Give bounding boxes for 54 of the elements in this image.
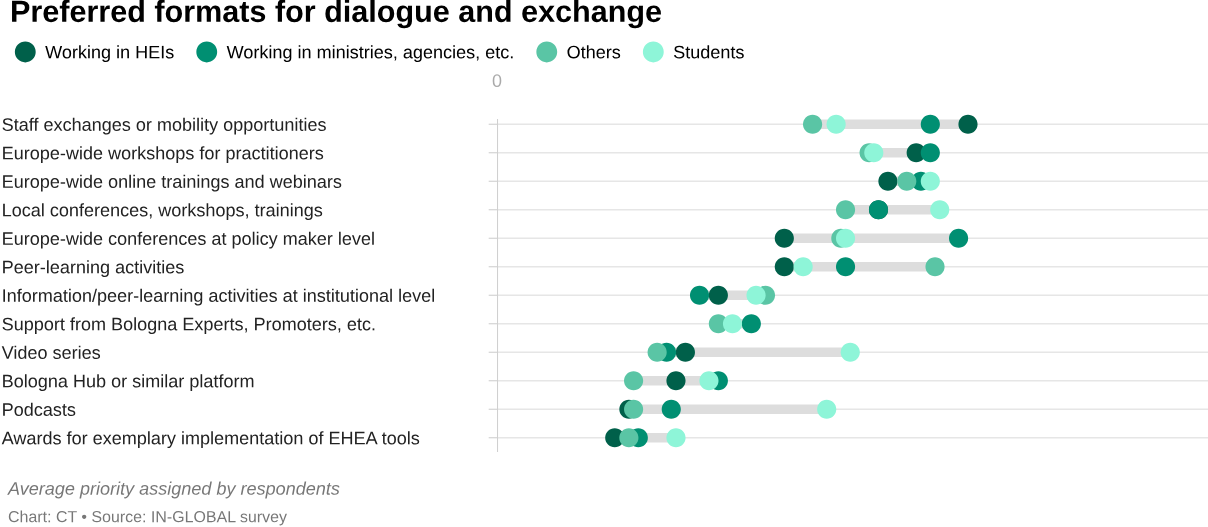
y-tick-label: Europe-wide workshops for practitioners [3, 146, 324, 164]
point [647, 342, 667, 362]
point [930, 200, 950, 220]
chart-title: Preferred formats for dialogue and exchange [12, 0, 661, 29]
point [864, 143, 884, 163]
y-tick-label: Europe-wide conferences at policy maker level [3, 231, 374, 249]
point [920, 114, 940, 134]
ref-line-label: 0 [492, 74, 502, 88]
point [774, 228, 794, 248]
point [920, 171, 940, 191]
y-tick-label: Video series [1, 345, 101, 359]
y-tick-label: Local conferences, workshops, trainings [3, 203, 323, 221]
legend-label: Working in ministries, agencies, etc. [226, 45, 513, 63]
y-tick-label: Europe-wide online trainings and webinars [3, 174, 342, 192]
point [835, 200, 856, 220]
point [708, 285, 728, 305]
point [958, 114, 978, 134]
point [619, 428, 639, 448]
point [793, 257, 813, 277]
point [897, 171, 917, 191]
point [774, 257, 794, 277]
y-tick-label: Support from Bologna Experts, Promoters, etc. [2, 317, 375, 335]
y-tick-label: Staff exchanges or mobility opportunities [2, 117, 326, 135]
point [722, 314, 743, 334]
legend-label: Students [673, 45, 744, 59]
point [826, 114, 846, 134]
point [746, 285, 766, 305]
text: Average priority assigned by respondents [7, 481, 340, 499]
point [803, 114, 823, 134]
legend-label: Working in HEIs [45, 45, 174, 63]
point [920, 143, 940, 163]
point [817, 399, 837, 419]
point [840, 342, 860, 362]
point [741, 314, 761, 334]
point [699, 371, 719, 391]
point [835, 257, 856, 277]
y-tick-label: Podcasts [3, 402, 76, 416]
legend-label: Others [567, 45, 621, 59]
y-tick-label: Awards for exemplary implementation of EHEA tools [1, 431, 420, 449]
point [661, 399, 681, 419]
text: Chart: CT • Source: IN-GLOBAL survey [8, 510, 287, 526]
point [624, 371, 644, 391]
point [835, 228, 856, 248]
point [666, 371, 686, 391]
y-tick-label: Bologna Hub or similar platform [3, 374, 254, 392]
point [878, 171, 898, 191]
point [675, 342, 695, 362]
point [666, 428, 686, 448]
point [949, 228, 969, 248]
y-tick-label: Information/peer-learning activities at institutional level [3, 288, 435, 306]
point [689, 285, 710, 305]
y-tick-label: Peer-learning activities [3, 260, 184, 278]
point [925, 257, 945, 277]
point [624, 399, 644, 419]
